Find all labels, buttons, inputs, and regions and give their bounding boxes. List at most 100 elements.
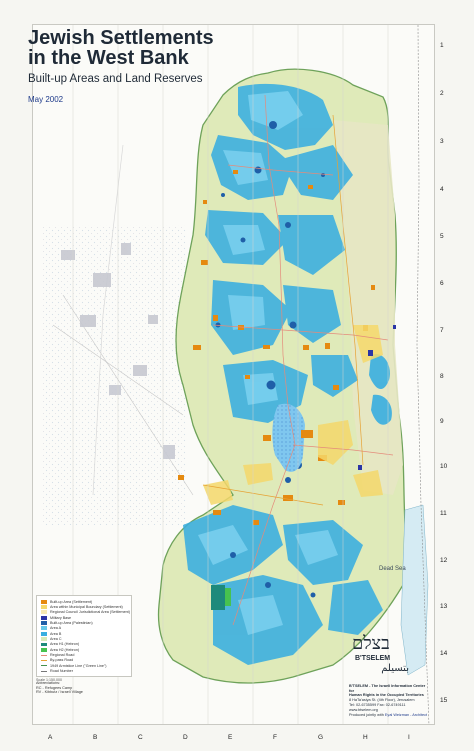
legend-item: 1949 Armistice Line ("Green Line") [41, 663, 128, 668]
legend-item: Area H2 (Hebron) [41, 647, 128, 652]
credit-prefix: Produced jointly with [349, 713, 384, 717]
legend-item: Area C [41, 636, 128, 641]
legend-item: Built-up Area (Palestinian) [41, 620, 128, 625]
legend-item: Military Base [41, 615, 128, 620]
legend-item: Area B [41, 631, 128, 636]
abbreviation-item: RC - Refugees Camp [36, 685, 73, 690]
row-label: 9 [440, 418, 444, 425]
legend-swatch [41, 615, 47, 620]
legend-label: Built-up Area (Settlement) [50, 599, 93, 604]
legend-swatch [41, 626, 47, 631]
col-label: B [93, 734, 98, 741]
row-label: 6 [440, 280, 444, 287]
legend-swatch [41, 610, 47, 615]
place-label-dead-sea: Dead Sea [379, 566, 406, 572]
legend-item: Regional Road [41, 652, 128, 657]
map-title-line-2: in the West Bank [28, 47, 189, 69]
row-label: 10 [440, 463, 448, 470]
col-label: A [48, 734, 53, 741]
legend-swatch [41, 637, 47, 641]
row-label: 7 [440, 327, 444, 334]
eastern-area-b [369, 354, 392, 425]
credit: Produced jointly with Eyal Weizman - Arc… [349, 713, 431, 718]
legend-label: Regional Road [50, 653, 75, 658]
logo-arabic: بتسيلم [381, 663, 409, 674]
legend-swatch [41, 665, 47, 667]
scale-note: Scale 1:150,000 [36, 678, 62, 682]
btselem-logo: בצלם B'TSELEM بتسيلم [350, 634, 430, 675]
row-label: 14 [440, 650, 448, 657]
hebron-h1 [211, 585, 225, 610]
col-label: I [408, 734, 410, 741]
logo-english: B'TSELEM [355, 655, 391, 662]
legend-label: 1949 Armistice Line ("Green Line") [50, 663, 107, 668]
organization-info: B'TSELEM - The Israeli Information Cente… [349, 684, 431, 712]
org-line: Human Rights in the Occupied Territories [349, 693, 424, 698]
org-line: www.btselem.org [349, 707, 378, 712]
org-line: B'TSELEM - The Israeli Information Cente… [349, 684, 426, 693]
row-label: 4 [440, 186, 444, 193]
credit-name: Eyal Weizman - Architect [384, 713, 428, 717]
legend-swatch [41, 621, 47, 625]
legend-item: Built-up Area (Settlement) [41, 599, 128, 604]
legend-label: Area H1 (Hebron) [50, 642, 80, 647]
col-label: E [228, 734, 233, 741]
legend-label: By-pass Road [50, 658, 74, 663]
israel-towns [61, 243, 175, 459]
row-label: 15 [440, 697, 448, 704]
legend-item: By-pass Road [41, 658, 128, 663]
legend-label: Area H2 (Hebron) [50, 647, 80, 652]
legend-item: Area A [41, 626, 128, 631]
org-line: Tel: 02-6735599 Fax: 02-6749111 [349, 702, 406, 707]
legend-swatch [41, 631, 47, 636]
legend-item: Area within Municipal Boundary (Settleme… [41, 604, 128, 609]
legend-swatch [41, 659, 47, 661]
coastal-texture [41, 225, 186, 525]
legend-item: Regional Council Jurisdictional Area (Se… [41, 610, 130, 615]
col-label: H [363, 734, 368, 741]
legend-label: Area C [50, 637, 62, 642]
abbreviations-title: Abbreviations: [36, 681, 61, 685]
jordan-border [416, 25, 430, 724]
map-title-line-1: Jewish Settlements [28, 27, 214, 49]
row-label: 1 [440, 42, 444, 49]
jerusalem-area [272, 403, 305, 472]
legend-item: Road Number [41, 668, 128, 673]
legend-label: Area B [50, 631, 62, 636]
roads [202, 94, 394, 626]
legend: Built-up Area (Settlement) Area within Mu… [36, 595, 132, 677]
col-label: C [138, 734, 143, 741]
col-label: G [318, 734, 324, 741]
legend-swatch [41, 670, 47, 672]
map-subtitle: Built-up Areas and Land Reserves [28, 73, 203, 85]
legend-swatch [41, 605, 47, 609]
legend-label: Military Base [50, 615, 72, 620]
legend-label: Built-up Area (Palestinian) [50, 621, 93, 626]
legend-swatch [41, 599, 47, 604]
col-label: F [273, 734, 277, 741]
row-label: 5 [440, 233, 444, 240]
military-bases [358, 325, 396, 470]
settlement-boundaries [203, 325, 383, 505]
legend-item: Area H1 (Hebron) [41, 642, 128, 647]
title-block: Jewish Settlements in the West Bank Buil… [28, 28, 238, 105]
org-line: 8 HaTa'asiya St. (4th Floor), Jerusalem [349, 698, 415, 703]
legend-swatch [41, 654, 47, 656]
row-label: 3 [440, 138, 444, 145]
abbreviations: Abbreviations: RC - Refugees Camp RV - K… [36, 681, 122, 695]
legend-label: Road Number [50, 669, 73, 674]
row-label: 13 [440, 603, 448, 610]
legend-label: Area within Municipal Boundary (Settleme… [50, 605, 123, 610]
col-label: D [183, 734, 188, 741]
row-label: 12 [440, 557, 448, 564]
logo-hebrew: בצלם [352, 633, 390, 654]
row-label: 11 [440, 510, 447, 517]
legend-swatch [41, 642, 47, 647]
row-label: 8 [440, 373, 444, 380]
abbreviation-item: RV - Kibbutz / Israeli Village [36, 690, 83, 694]
hebron-h2 [225, 588, 231, 606]
legend-label: Area A [50, 626, 62, 631]
legend-swatch [41, 647, 47, 652]
row-label: 2 [440, 90, 444, 97]
